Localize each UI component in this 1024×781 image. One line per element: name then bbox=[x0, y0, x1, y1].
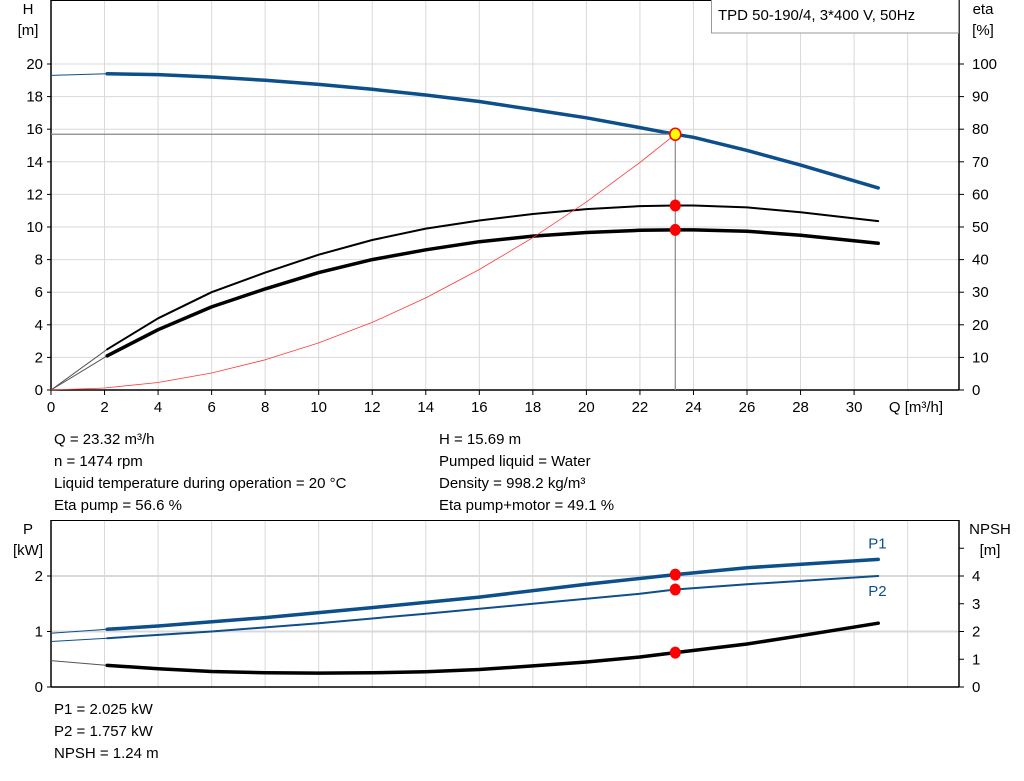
head-ytick-label-right: 90 bbox=[972, 89, 989, 106]
head-ytick-label-right: 30 bbox=[972, 284, 989, 301]
head-ytick-label-left: 8 bbox=[35, 252, 43, 269]
head-ylabel-right-unit: [%] bbox=[972, 22, 994, 39]
power-ytick-label-right: 4 bbox=[972, 568, 980, 585]
head-xtick-label: 28 bbox=[792, 399, 809, 416]
head-xtick-label: 6 bbox=[207, 399, 215, 416]
head-ytick-label-right: 100 bbox=[972, 56, 997, 73]
head-ytick-label-left: 16 bbox=[26, 121, 43, 138]
info-right-top: H = 15.69 m Pumped liquid = Water Densit… bbox=[439, 429, 614, 517]
curve-H bbox=[105, 72, 880, 190]
curve-H-extrapolated bbox=[50, 73, 108, 76]
info-p1: P1 = 2.025 kW bbox=[54, 701, 153, 718]
head-xtick-label: 8 bbox=[261, 399, 269, 416]
marker-eta-pump-motor bbox=[669, 223, 681, 236]
info-speed: n = 1474 rpm bbox=[54, 453, 143, 470]
info-p2: P2 = 1.757 kW bbox=[54, 723, 153, 740]
head-xtick-label: 0 bbox=[47, 399, 55, 416]
head-ytick-label-left: 18 bbox=[26, 89, 43, 106]
marker-npsh bbox=[669, 646, 681, 659]
power-ytick-label-left: 0 bbox=[35, 679, 43, 696]
head-ytick-label-right: 10 bbox=[972, 349, 989, 366]
curve-NPSH bbox=[105, 621, 880, 675]
head-xtick-label: 20 bbox=[578, 399, 595, 416]
head-xtick-label: 22 bbox=[632, 399, 649, 416]
head-xtick-label: 24 bbox=[685, 399, 702, 416]
head-ytick-label-left: 0 bbox=[35, 382, 43, 399]
power-ytick-label-right: 0 bbox=[972, 679, 980, 696]
curve-P2 bbox=[106, 575, 880, 640]
power-ytick-label-right: 3 bbox=[972, 596, 980, 613]
curve-P1-extrapolated bbox=[50, 628, 108, 634]
info-left-top: Q = 23.32 m³/h n = 1474 rpm Liquid tempe… bbox=[54, 429, 346, 517]
info-eta-pump-motor: Eta pump+motor = 49.1 % bbox=[439, 497, 615, 514]
head-xtick-label: 18 bbox=[525, 399, 542, 416]
head-xtick-label: 26 bbox=[739, 399, 756, 416]
power-ytick-label-right: 1 bbox=[972, 651, 980, 668]
power-ylabel-right-name: NPSH bbox=[969, 521, 1011, 538]
head-ytick-label-left: 6 bbox=[35, 284, 43, 301]
head-ylabel-left-name: H bbox=[23, 1, 34, 18]
curve-P2-extrapolated bbox=[50, 637, 108, 642]
head-xtick-label: 16 bbox=[471, 399, 488, 416]
head-ytick-label-right: 60 bbox=[972, 186, 989, 203]
info-pumped-liquid: Pumped liquid = Water bbox=[439, 453, 591, 470]
head-ytick-label-left: 2 bbox=[35, 349, 43, 366]
power-ytick-label-right: 2 bbox=[972, 624, 980, 641]
head-ytick-label-left: 10 bbox=[26, 219, 43, 236]
curve-NPSH-extrapolated bbox=[50, 660, 108, 666]
head-ylabel-left-unit: [m] bbox=[18, 22, 39, 39]
head-ytick-label-right: 20 bbox=[972, 317, 989, 334]
head-ytick-label-right: 40 bbox=[972, 252, 989, 269]
head-ytick-label-left: 12 bbox=[26, 186, 43, 203]
power-ylabel-left-unit: [kW] bbox=[13, 542, 43, 559]
power-ytick-label-left: 1 bbox=[35, 624, 43, 641]
power-ylabel-right-unit: [m] bbox=[980, 542, 1001, 559]
head-ytick-label-left: 20 bbox=[26, 56, 43, 73]
head-xtick-label: 4 bbox=[154, 399, 162, 416]
info-liquid-temp: Liquid temperature during operation = 20… bbox=[54, 475, 347, 492]
info-bottom: P1 = 2.025 kW P2 = 1.757 kW NPSH = 1.24 … bbox=[54, 699, 159, 765]
legend-box-text: TPD 50-190/4, 3*400 V, 50Hz bbox=[718, 7, 915, 24]
head-xlabel: Q [m³/h] bbox=[889, 399, 943, 416]
info-head: H = 15.69 m bbox=[439, 431, 522, 448]
head-ytick-label-left: 4 bbox=[35, 317, 43, 334]
head-xtick-label: 14 bbox=[417, 399, 434, 416]
info-flow: Q = 23.32 m³/h bbox=[54, 431, 155, 448]
curve-system_curve bbox=[50, 133, 676, 391]
head-xtick-label: 30 bbox=[846, 399, 863, 416]
head-ytick-label-left: 14 bbox=[26, 154, 43, 171]
head-ytick-label-right: 80 bbox=[972, 121, 989, 138]
marker-p1 bbox=[669, 568, 681, 581]
power-ylabel-left-name: P bbox=[23, 521, 33, 538]
info-density: Density = 998.2 kg/m³ bbox=[439, 475, 586, 492]
head-ytick-label-right: 0 bbox=[972, 382, 980, 399]
power-ytick-label-left: 2 bbox=[35, 568, 43, 585]
series-label-P2: P2 bbox=[868, 583, 886, 600]
curve-eta_pump-extrapolated bbox=[50, 348, 108, 391]
head-xtick-label: 10 bbox=[310, 399, 327, 416]
head-ylabel-right-name: eta bbox=[973, 1, 995, 18]
curve-eta_pump_motor bbox=[105, 228, 880, 358]
legend-box bbox=[711, 0, 959, 34]
curve-eta_pump_motor-extrapolated bbox=[50, 355, 108, 391]
curve-P1 bbox=[105, 557, 880, 632]
info-npsh: NPSH = 1.24 m bbox=[54, 745, 159, 762]
marker-p2 bbox=[669, 583, 681, 596]
marker-eta-pump bbox=[669, 199, 681, 212]
head-xtick-label: 2 bbox=[100, 399, 108, 416]
curve-eta_pump bbox=[106, 204, 880, 351]
marker-operating-point bbox=[669, 127, 682, 142]
info-eta-pump: Eta pump = 56.6 % bbox=[54, 497, 182, 514]
series-label-P1: P1 bbox=[868, 535, 886, 552]
head-xtick-label: 12 bbox=[364, 399, 381, 416]
head-ytick-label-right: 50 bbox=[972, 219, 989, 236]
head-ytick-label-right: 70 bbox=[972, 154, 989, 171]
